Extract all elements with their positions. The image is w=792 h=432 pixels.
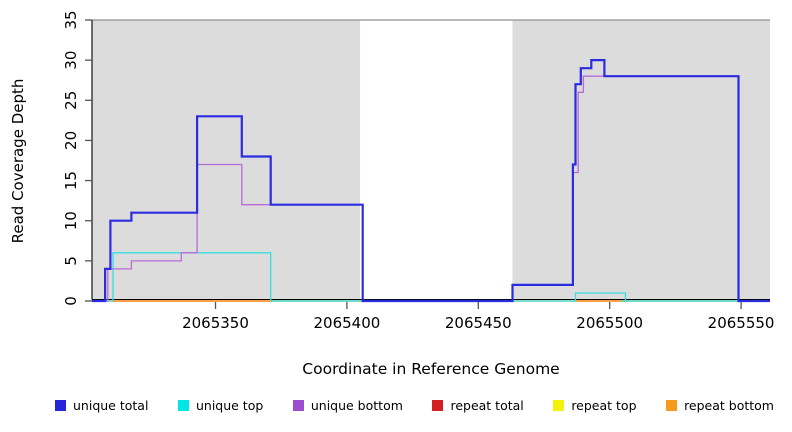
series-unique-total: [92, 59, 770, 303]
y-tick-label: 20: [62, 131, 80, 150]
shaded-region-left: [92, 20, 361, 300]
legend-swatch-icon: [432, 400, 444, 411]
legend-item-unique-total: unique total: [55, 398, 148, 413]
y-axis-title: Read Coverage Depth: [9, 78, 27, 244]
legend-label: repeat top: [571, 398, 637, 413]
y-tick-label: 35: [62, 10, 80, 29]
y-tick-label: 25: [62, 91, 80, 110]
x-tick-label: 2065350: [182, 314, 249, 332]
legend-label: unique total: [73, 398, 149, 413]
legend-item-repeat-bottom: repeat bottom: [666, 398, 774, 413]
legend-label: unique top: [195, 398, 264, 413]
x-axis-title: Coordinate in Reference Genome: [302, 360, 560, 378]
x-tick-label: 2065550: [708, 314, 775, 332]
legend-label: repeat bottom: [684, 398, 774, 413]
y-tick-label: 0: [62, 296, 80, 306]
legend-swatch-icon: [553, 400, 565, 411]
y-tick-label: 10: [62, 211, 80, 230]
legend-item-repeat-top: repeat top: [553, 398, 637, 413]
x-tick-label: 2065400: [314, 314, 381, 332]
y-tick-label: 5: [62, 256, 80, 266]
legend-swatch-icon: [55, 400, 66, 411]
legend-label: repeat total: [450, 398, 524, 413]
y-tick-label: 15: [62, 171, 80, 190]
legend-item-unique-top: unique top: [177, 398, 264, 413]
legend: unique total unique top unique bottom repea…: [0, 398, 792, 413]
shaded-region-right: [512, 20, 770, 300]
y-tick-label: 30: [62, 51, 80, 70]
legend-swatch-icon: [666, 400, 678, 411]
legend-item-unique-bottom: unique bottom: [292, 398, 403, 413]
x-tick-label: 2065500: [576, 314, 643, 332]
legend-item-repeat-total: repeat total: [432, 398, 524, 413]
x-tick-label: 2065450: [445, 314, 512, 332]
legend-swatch-icon: [177, 400, 189, 411]
legend-label: unique bottom: [310, 398, 403, 413]
legend-swatch-icon: [292, 400, 304, 411]
